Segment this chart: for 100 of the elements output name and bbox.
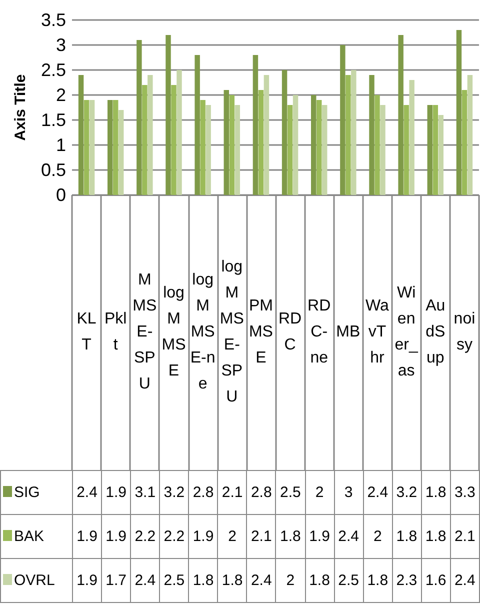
bar <box>346 75 351 195</box>
x-tick-label: RDC <box>278 310 302 354</box>
y-tick-label: 2 <box>56 85 66 105</box>
bar <box>107 100 113 195</box>
bar <box>316 100 322 195</box>
x-tick-label: Pklt <box>104 310 127 354</box>
x-tick-label: logMMSE-ne <box>190 272 216 392</box>
x-tick-label: WavThr <box>366 298 390 366</box>
data-label: 3.3 <box>450 470 480 514</box>
legend-label: BAK <box>14 528 44 545</box>
data-label: 1.8 <box>421 470 450 514</box>
bar <box>166 35 171 195</box>
x-tick-label: noisy <box>454 310 476 354</box>
data-label: 2.8 <box>188 470 218 514</box>
data-label: 2.4 <box>130 558 160 602</box>
bar <box>322 105 328 195</box>
bar <box>398 35 404 195</box>
data-label: 1.8 <box>392 514 422 558</box>
data-label: 2.1 <box>218 470 247 514</box>
x-tick-label: MMSE-SPU <box>132 272 157 392</box>
data-label: 1.8 <box>276 514 305 558</box>
bar <box>340 45 346 195</box>
bar <box>404 105 409 195</box>
bar <box>176 70 182 195</box>
bar <box>142 85 148 195</box>
x-tick-label: PMMSE <box>248 298 273 366</box>
data-label: 2.2 <box>130 514 160 558</box>
y-tick-label: 3 <box>56 35 66 55</box>
data-label: 2.4 <box>246 558 276 602</box>
data-label: 2.4 <box>334 514 364 558</box>
data-label: 1.9 <box>72 558 102 602</box>
data-label: 1.9 <box>102 514 131 558</box>
data-label: 1.9 <box>102 470 131 514</box>
bar <box>456 30 462 195</box>
data-label: 2.4 <box>72 470 102 514</box>
legend-label: SIG <box>14 484 40 501</box>
data-label: 2.1 <box>246 514 276 558</box>
data-label: 1.8 <box>305 558 334 602</box>
bar <box>282 70 288 195</box>
bar <box>148 75 153 195</box>
bar <box>438 115 444 195</box>
bar <box>78 75 84 195</box>
data-label: 2.5 <box>334 558 364 602</box>
y-tick-label: 0.5 <box>40 160 66 180</box>
bar <box>229 95 235 195</box>
bar <box>112 100 118 195</box>
bar <box>118 110 124 195</box>
data-label: 1.8 <box>363 558 392 602</box>
bar <box>432 105 438 195</box>
bar <box>374 95 380 195</box>
bar <box>369 75 374 195</box>
bar <box>252 55 258 195</box>
y-tick-label: 1 <box>56 135 66 155</box>
data-label: 3.1 <box>130 470 160 514</box>
data-label: 1.7 <box>102 558 131 602</box>
legend-label: OVRL <box>14 572 55 589</box>
y-tick-label: 0 <box>56 185 66 205</box>
data-label: 3.2 <box>392 470 422 514</box>
bar <box>310 95 316 195</box>
data-label: 2 <box>276 558 305 602</box>
data-label: 2.5 <box>160 558 189 602</box>
y-axis-title: Axis Title <box>12 74 29 141</box>
bar <box>409 80 414 195</box>
y-tick-label: 2.5 <box>40 60 66 80</box>
bar <box>351 70 356 195</box>
data-label: 1.8 <box>421 514 450 558</box>
bar <box>287 105 293 195</box>
data-label: 1.9 <box>305 514 334 558</box>
data-label: 1.9 <box>188 514 218 558</box>
data-label: 2.2 <box>160 514 189 558</box>
data-label: 2 <box>218 514 247 558</box>
x-tick-label: RDC-ne <box>308 298 331 366</box>
bar <box>84 100 90 195</box>
data-label: 2.3 <box>392 558 422 602</box>
x-tick-label: AudSup <box>426 298 446 366</box>
data-label: 2.8 <box>246 470 276 514</box>
bar <box>380 105 386 195</box>
data-label: 1.6 <box>421 558 450 602</box>
bar <box>292 95 298 195</box>
bar <box>136 40 142 195</box>
data-label: 3 <box>334 470 364 514</box>
data-label: 1.8 <box>188 558 218 602</box>
bar <box>427 105 433 195</box>
data-label: 1.8 <box>218 558 247 602</box>
bar <box>462 90 468 195</box>
x-tick-label: logMMSE <box>162 284 186 380</box>
x-tick-label: KLT <box>76 310 96 354</box>
x-tick-label: MB <box>336 324 360 340</box>
bar <box>206 105 211 195</box>
bar <box>194 55 200 195</box>
bar <box>264 75 270 195</box>
bar <box>89 100 95 195</box>
data-label: 2.4 <box>363 470 392 514</box>
data-label: 3.2 <box>160 470 189 514</box>
y-tick-label: 3.5 <box>40 10 66 30</box>
bar <box>171 85 176 195</box>
data-label: 2.5 <box>276 470 305 514</box>
bar <box>467 75 473 195</box>
bar <box>234 105 240 195</box>
bar <box>200 100 206 195</box>
